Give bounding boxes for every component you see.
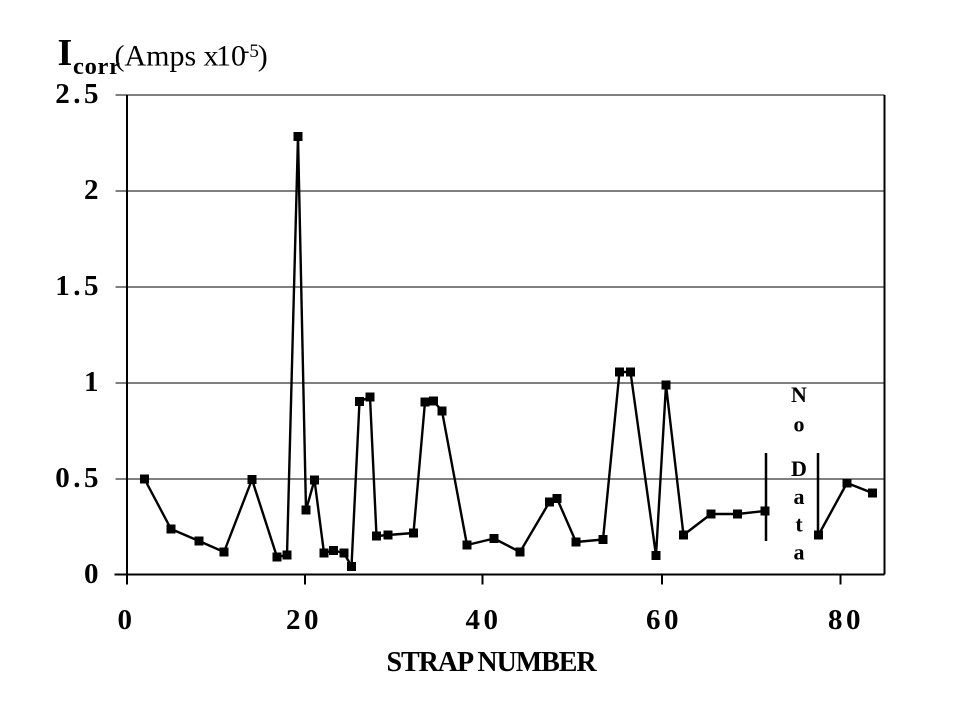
svg-text:a: a: [794, 539, 805, 564]
svg-text:): ): [258, 40, 268, 73]
svg-text:1: 1: [84, 366, 102, 398]
svg-text:I: I: [58, 32, 73, 74]
svg-text:-5: -5: [243, 41, 259, 62]
svg-text:t: t: [795, 512, 803, 537]
svg-text:(Amps: (Amps: [115, 40, 197, 73]
svg-text:60: 60: [646, 604, 682, 636]
svg-text:0: 0: [84, 558, 102, 590]
svg-text:0.5: 0.5: [55, 462, 102, 494]
svg-text:o: o: [794, 412, 805, 437]
svg-text:1.5: 1.5: [55, 270, 102, 302]
svg-text:a: a: [794, 484, 805, 509]
svg-text:80: 80: [828, 604, 864, 636]
svg-text:corr: corr: [73, 53, 121, 80]
svg-text:N: N: [791, 382, 807, 407]
svg-text:x: x: [204, 40, 219, 73]
svg-text:2: 2: [84, 174, 102, 206]
svg-text:0: 0: [118, 604, 136, 636]
svg-text:2.5: 2.5: [55, 78, 102, 110]
svg-text:STRAP NUMBER: STRAP NUMBER: [386, 647, 597, 678]
svg-text:20: 20: [286, 604, 322, 636]
svg-text:40: 40: [466, 604, 502, 636]
svg-text:D: D: [791, 456, 807, 481]
svg-text:10: 10: [216, 40, 246, 73]
